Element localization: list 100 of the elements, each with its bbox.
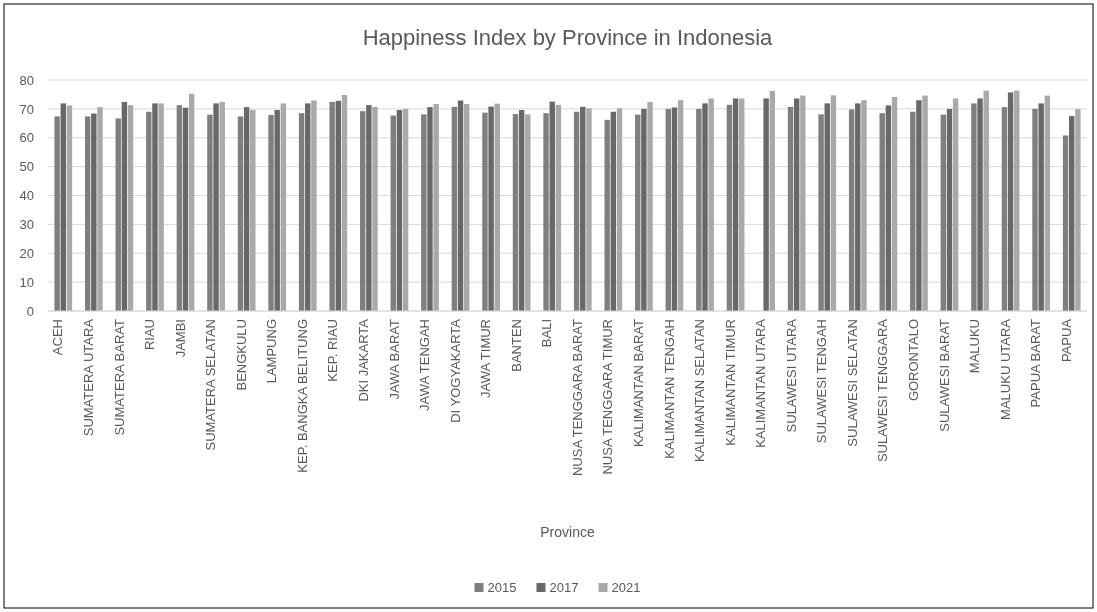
bar bbox=[512, 114, 519, 311]
bar bbox=[268, 114, 274, 311]
bar bbox=[396, 110, 403, 311]
bar bbox=[769, 90, 775, 311]
bar bbox=[855, 103, 861, 311]
bar bbox=[402, 108, 409, 311]
bar bbox=[732, 98, 739, 311]
bar bbox=[176, 105, 183, 311]
bar bbox=[696, 108, 702, 311]
bar bbox=[115, 118, 121, 311]
chart-title: Happiness Index by Province in Indonesia bbox=[362, 25, 774, 50]
x-tick-label: BANTEN bbox=[508, 319, 524, 372]
legend-label: 2021 bbox=[611, 580, 641, 595]
bar bbox=[298, 113, 305, 311]
bar bbox=[641, 108, 647, 311]
x-tick-label: KALIMANTAN SELATAN bbox=[692, 319, 708, 463]
x-tick-label: JAWA BARAT bbox=[386, 318, 402, 400]
bar bbox=[97, 107, 103, 311]
bar bbox=[335, 100, 342, 311]
bar bbox=[726, 104, 733, 311]
bar bbox=[482, 112, 488, 311]
x-tick-label: SUMATERA SELATAN bbox=[203, 319, 219, 451]
bar bbox=[518, 110, 525, 311]
bar bbox=[427, 107, 433, 311]
x-tick-label: SULAWESI UTARA bbox=[783, 318, 799, 433]
bar bbox=[824, 103, 830, 311]
bar bbox=[555, 104, 562, 311]
bar bbox=[121, 101, 128, 311]
bar bbox=[1044, 95, 1051, 311]
x-tick-label: KEP. RIAU bbox=[325, 319, 341, 382]
bar bbox=[219, 101, 225, 311]
bar bbox=[237, 116, 244, 311]
x-tick-label: JAMBI bbox=[172, 319, 188, 358]
x-tick-label: MALUKU bbox=[967, 319, 983, 374]
y-tick-label: 30 bbox=[19, 217, 34, 233]
x-tick-label: PAPUA bbox=[1058, 318, 1074, 363]
x-tick-label: KALIMANTAN TENGAH bbox=[661, 319, 677, 459]
bar bbox=[127, 105, 134, 311]
bar bbox=[879, 113, 885, 311]
bar bbox=[451, 106, 458, 311]
bar bbox=[677, 100, 684, 311]
bar bbox=[250, 109, 256, 311]
x-tick-label: SULAWESI BARAT bbox=[936, 318, 952, 432]
bar bbox=[671, 107, 678, 311]
bar bbox=[341, 95, 348, 311]
bar bbox=[525, 114, 531, 311]
bar bbox=[329, 101, 335, 311]
bar bbox=[702, 103, 708, 311]
x-tick-label: PAPUA BARAT bbox=[1028, 318, 1044, 408]
x-tick-label: BENGKULU bbox=[233, 319, 249, 391]
bar bbox=[91, 113, 97, 311]
bar bbox=[977, 98, 983, 311]
bar bbox=[1062, 135, 1069, 311]
bar bbox=[311, 100, 317, 311]
bar bbox=[305, 103, 311, 311]
x-tick-label: DI YOGYAKARTA bbox=[447, 318, 463, 423]
bar bbox=[158, 103, 164, 311]
y-tick-label: 20 bbox=[19, 245, 34, 261]
x-tick-label: LAMPUNG bbox=[264, 319, 280, 384]
legend-label: 2017 bbox=[549, 580, 579, 595]
bar bbox=[604, 119, 610, 311]
bar bbox=[66, 105, 73, 311]
bar bbox=[207, 114, 213, 311]
bar bbox=[763, 98, 769, 311]
bar bbox=[946, 108, 953, 311]
bar bbox=[543, 113, 549, 311]
bar bbox=[616, 108, 623, 311]
bar bbox=[952, 98, 959, 311]
bar bbox=[1007, 92, 1014, 311]
bar bbox=[243, 107, 250, 311]
x-tick-label: GORONTALO bbox=[906, 319, 922, 402]
bar bbox=[84, 116, 91, 311]
bar bbox=[1032, 108, 1038, 311]
bar bbox=[861, 100, 867, 311]
bar bbox=[494, 103, 500, 311]
x-tick-label: SUMATERA BARAT bbox=[111, 318, 127, 436]
x-tick-label: RIAU bbox=[142, 319, 158, 351]
bar bbox=[488, 106, 494, 311]
x-tick-label: NUSA TENGGARA BARAT bbox=[569, 318, 585, 477]
bar bbox=[739, 98, 745, 311]
x-tick-label: DKI JAKARTA bbox=[355, 318, 371, 402]
x-axis-title: Province bbox=[540, 524, 595, 540]
legend-label: 2015 bbox=[487, 580, 517, 595]
bar bbox=[60, 103, 66, 311]
y-tick-label: 50 bbox=[19, 159, 34, 175]
bar bbox=[372, 106, 378, 311]
bar bbox=[182, 107, 189, 311]
bar bbox=[274, 110, 280, 311]
bar bbox=[280, 103, 287, 311]
bar bbox=[665, 108, 672, 311]
y-tick-label: 70 bbox=[19, 101, 34, 117]
bar bbox=[647, 101, 653, 311]
y-tick-label: 0 bbox=[26, 303, 34, 319]
bar bbox=[940, 114, 947, 311]
bar bbox=[463, 103, 470, 311]
bar bbox=[366, 105, 372, 311]
bar bbox=[1038, 103, 1044, 311]
bar bbox=[610, 111, 617, 311]
y-tick-label: 60 bbox=[19, 130, 34, 146]
bar bbox=[830, 95, 837, 311]
